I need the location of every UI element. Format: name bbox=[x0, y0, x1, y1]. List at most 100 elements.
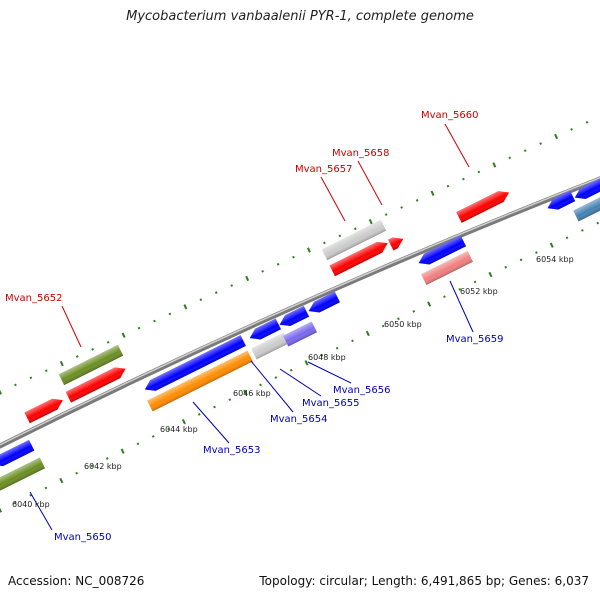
gene-arrow-shading bbox=[58, 344, 124, 386]
tick-mark bbox=[381, 324, 385, 328]
tick-mark bbox=[462, 177, 465, 181]
tick-mark bbox=[351, 339, 354, 343]
gene-arrow-shading bbox=[283, 321, 317, 347]
gene-arrow-shading bbox=[279, 305, 310, 327]
gene-arrow-shading bbox=[573, 194, 600, 222]
tick-mark bbox=[106, 340, 110, 344]
map-title: Mycobacterium vanbaalenii PYR-1, complet… bbox=[126, 9, 474, 24]
gene-arrow-shading bbox=[249, 318, 281, 340]
gene-arrow bbox=[249, 318, 281, 340]
tick-mark bbox=[120, 448, 125, 454]
tick-mark bbox=[335, 346, 339, 350]
leader-line bbox=[449, 280, 474, 333]
gene-label: Mvan_5650 bbox=[54, 532, 111, 543]
tick-mark bbox=[214, 291, 218, 294]
leader-line bbox=[29, 491, 53, 531]
gene-arrow bbox=[65, 367, 126, 403]
tick-mark bbox=[29, 493, 32, 497]
tick-mark bbox=[136, 442, 140, 446]
tick-mark bbox=[274, 376, 278, 379]
tick-mark bbox=[338, 234, 342, 238]
gene-arrow bbox=[24, 398, 63, 424]
tick-mark bbox=[121, 332, 126, 338]
tick-mark bbox=[412, 310, 416, 313]
tick-mark bbox=[523, 149, 527, 153]
gene-arrow bbox=[147, 350, 253, 412]
tick-mark bbox=[519, 258, 523, 262]
tick-mark bbox=[446, 184, 450, 188]
tick-mark bbox=[443, 295, 446, 298]
gene-label: Mvan_5656 bbox=[333, 385, 390, 396]
kbp-labels: 6040 kbp 6042 kbp 6044 kbp 6046 kbp 6048 kbp… bbox=[12, 255, 574, 509]
gene-label: Mvan_5660 bbox=[421, 110, 478, 121]
tick-mark bbox=[45, 369, 48, 373]
tick-mark bbox=[554, 133, 559, 140]
tick-mark bbox=[565, 236, 569, 240]
backbone-arc bbox=[0, 176, 600, 449]
kbp-label: 6052 kbp bbox=[460, 287, 498, 296]
tick-mark bbox=[492, 162, 497, 168]
tick-mark bbox=[306, 247, 311, 253]
tick-mark bbox=[323, 241, 326, 245]
tick-mark bbox=[570, 128, 573, 131]
tick-mark bbox=[458, 287, 462, 291]
gene-arrow-shading bbox=[421, 251, 473, 285]
tick-mark bbox=[167, 427, 170, 431]
gene-label: Mvan_5658 bbox=[332, 148, 389, 159]
tick-mark bbox=[153, 319, 156, 323]
gene-arrow bbox=[421, 251, 473, 285]
label-leader-lines bbox=[29, 123, 474, 531]
gene-arrow bbox=[279, 305, 310, 327]
tick-mark bbox=[105, 457, 109, 460]
gene-arrow bbox=[573, 194, 600, 222]
gene-arrow bbox=[456, 191, 510, 223]
gene-label: Mvan_5655 bbox=[302, 398, 359, 409]
kbp-label: 6044 kbp bbox=[160, 425, 198, 434]
kbp-label: 6054 kbp bbox=[536, 255, 574, 264]
tick-mark bbox=[261, 270, 264, 273]
tick-mark bbox=[13, 501, 17, 504]
gene-arrow-shading bbox=[24, 398, 63, 424]
gene-arrow-shading bbox=[456, 191, 510, 223]
gene-arrow bbox=[58, 344, 124, 386]
gene-label: Mvan_5653 bbox=[203, 445, 260, 456]
gene-arrow-shading bbox=[418, 235, 467, 265]
tick-mark bbox=[259, 383, 262, 387]
tick-mark bbox=[581, 229, 584, 232]
kbp-label: 6050 kbp bbox=[384, 320, 422, 329]
gene-label: Mvan_5657 bbox=[295, 164, 352, 175]
gene-arrow bbox=[321, 219, 387, 261]
gene-arrow bbox=[418, 235, 467, 265]
leader-line bbox=[279, 368, 322, 397]
tick-mark bbox=[197, 413, 201, 416]
gene-label: Mvan_5659 bbox=[446, 334, 503, 345]
tick-mark bbox=[320, 354, 324, 357]
tick-mark bbox=[508, 156, 512, 160]
gene-arrow bbox=[144, 335, 246, 391]
tick-mark bbox=[151, 435, 155, 438]
tick-mark bbox=[59, 477, 64, 484]
leader-line bbox=[320, 176, 346, 222]
tick-mark bbox=[90, 464, 94, 468]
gene-arrow-shading bbox=[0, 457, 46, 491]
tick-mark bbox=[400, 206, 403, 209]
tick-mark bbox=[168, 312, 172, 316]
accession-label: Accession: NC_008726 bbox=[8, 574, 145, 588]
leader-line bbox=[61, 305, 82, 348]
tick-mark bbox=[44, 486, 48, 490]
kbp-label: 6040 kbp bbox=[12, 500, 50, 509]
tick-mark bbox=[91, 348, 95, 351]
backbone-highlight bbox=[0, 176, 600, 446]
tick-mark bbox=[397, 317, 400, 321]
tick-mark bbox=[75, 355, 79, 358]
leader-line bbox=[192, 401, 230, 444]
tick-mark bbox=[213, 405, 216, 409]
leader-line bbox=[357, 160, 383, 206]
gene-arrow bbox=[329, 241, 388, 277]
gene-arrow-shading bbox=[329, 241, 388, 277]
tick-mark bbox=[368, 218, 373, 225]
tick-mark bbox=[243, 389, 248, 395]
tick-mark bbox=[14, 383, 17, 387]
